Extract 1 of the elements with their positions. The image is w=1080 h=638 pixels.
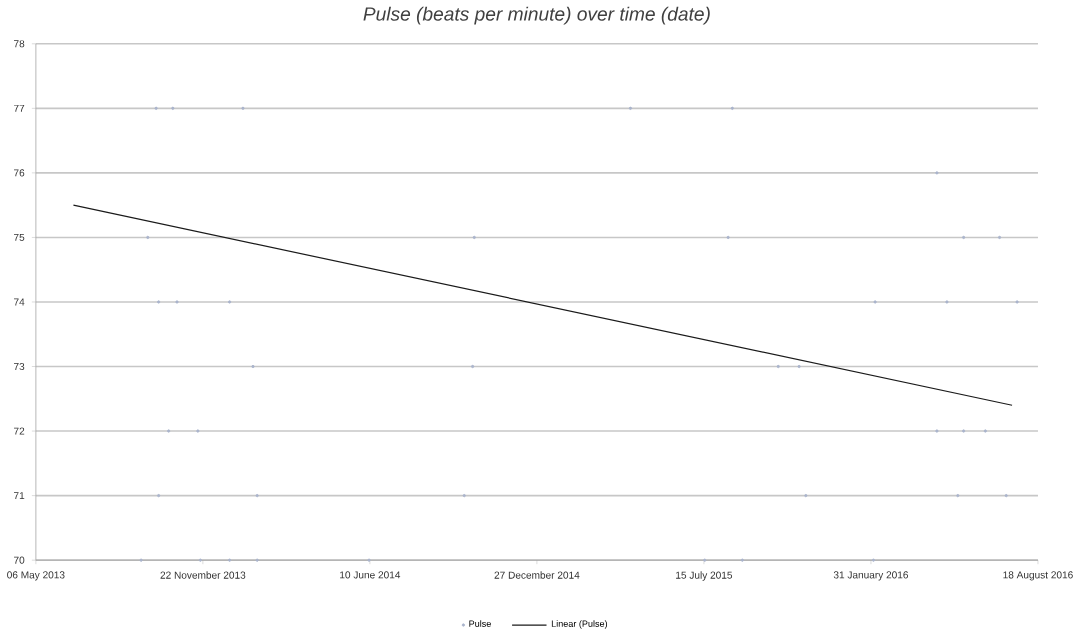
chart-title: Pulse (beats per minute) over time (date) bbox=[363, 6, 710, 25]
